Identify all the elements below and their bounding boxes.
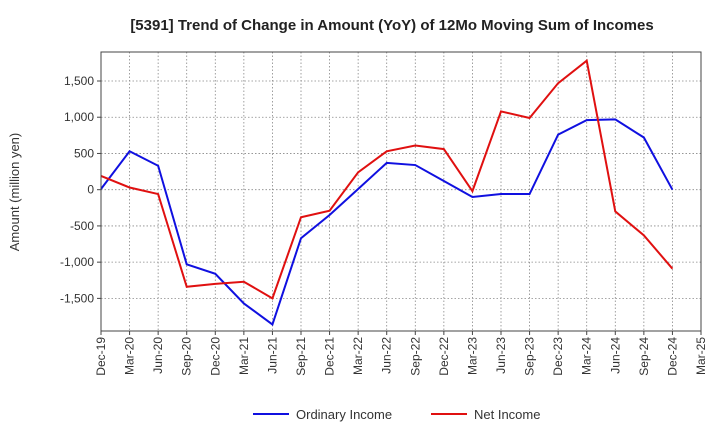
legend: Ordinary Income Net Income bbox=[253, 407, 540, 422]
series-line-ordinary-income bbox=[100, 118, 674, 327]
x-tick-label: Dec-22 bbox=[437, 337, 451, 376]
x-axis-ticks: Dec-19 Mar-20 Jun-20 Sep-20 Dec-20 Mar-21 Jun-… bbox=[94, 331, 708, 376]
y-tick-label: 1,000 bbox=[64, 110, 94, 124]
x-tick-label: Mar-25 bbox=[694, 337, 708, 375]
y-tick-label: 0 bbox=[87, 183, 94, 197]
x-tick-label: Jun-24 bbox=[608, 337, 622, 374]
y-axis-label: Amount (million yen) bbox=[7, 133, 22, 252]
y-tick-label: -1,000 bbox=[60, 255, 94, 269]
x-tick-label: Mar-21 bbox=[237, 337, 251, 375]
y-tick-label: 1,500 bbox=[64, 74, 94, 88]
x-tick-label: Mar-24 bbox=[580, 337, 594, 375]
x-tick-label: Jun-23 bbox=[494, 337, 508, 374]
y-tick-label: -500 bbox=[70, 219, 94, 233]
series-layer bbox=[100, 58, 674, 327]
x-tick-label: Sep-23 bbox=[523, 337, 537, 376]
x-tick-label: Dec-23 bbox=[551, 337, 565, 376]
y-tick-label: -1,500 bbox=[60, 291, 94, 305]
legend-label: Ordinary Income bbox=[296, 407, 392, 422]
x-tick-label: Sep-22 bbox=[408, 337, 422, 376]
x-tick-label: Mar-20 bbox=[123, 337, 137, 375]
x-tick-label: Jun-20 bbox=[151, 337, 165, 374]
legend-label: Net Income bbox=[474, 407, 540, 422]
x-tick-label: Dec-21 bbox=[323, 337, 337, 376]
y-tick-label: 500 bbox=[74, 146, 94, 160]
x-tick-label: Dec-24 bbox=[665, 337, 679, 376]
x-tick-label: Dec-19 bbox=[94, 337, 108, 376]
x-tick-label: Sep-24 bbox=[637, 337, 651, 376]
plot-area-frame bbox=[100, 51, 702, 332]
grid-lines bbox=[100, 52, 702, 331]
chart-title: [5391] Trend of Change in Amount (YoY) o… bbox=[130, 17, 653, 34]
x-tick-label: Mar-23 bbox=[465, 337, 479, 375]
x-tick-label: Jun-21 bbox=[265, 337, 279, 374]
x-tick-label: Mar-22 bbox=[351, 337, 365, 375]
x-tick-label: Sep-21 bbox=[294, 337, 308, 376]
series-line-net-income bbox=[100, 58, 674, 300]
x-tick-label: Jun-22 bbox=[380, 337, 394, 374]
y-axis-ticks: -1,500 -1,000 -500 0 500 1,000 1,500 bbox=[60, 74, 101, 305]
x-tick-label: Dec-20 bbox=[208, 337, 222, 376]
x-tick-label: Sep-20 bbox=[180, 337, 194, 376]
